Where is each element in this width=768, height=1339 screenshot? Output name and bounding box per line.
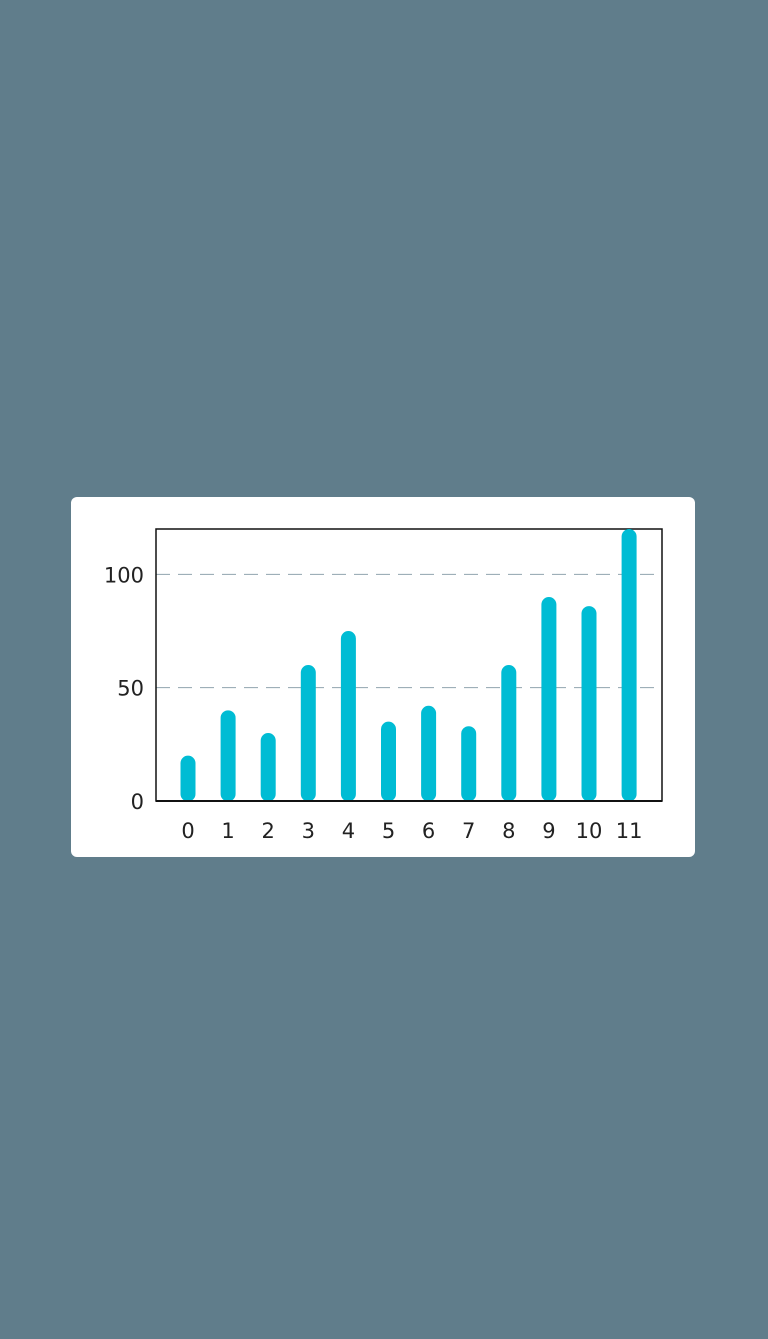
y-tick-label: 0 (131, 790, 144, 814)
bar-chart: 0 50 100 0 1 2 3 4 5 6 7 8 9 10 11 (104, 528, 663, 843)
x-tick-label: 5 (382, 819, 395, 843)
bar (180, 755, 196, 802)
x-tick-label: 10 (576, 819, 603, 843)
x-tick-label: 3 (302, 819, 315, 843)
bar (300, 665, 316, 802)
bar (381, 721, 396, 802)
x-tick-label: 0 (181, 819, 194, 843)
bar (541, 597, 557, 802)
bar (340, 631, 356, 802)
y-tick-label: 100 (104, 563, 144, 587)
bar (461, 726, 477, 802)
bar (501, 665, 517, 802)
bar (581, 606, 597, 802)
x-tick-label: 6 (422, 819, 435, 843)
bar (621, 529, 637, 802)
chart-card: 0 50 100 0 1 2 3 4 5 6 7 8 9 10 11 (71, 497, 695, 857)
x-tick-label: 8 (502, 819, 515, 843)
bar (220, 710, 236, 802)
x-tick-label: 11 (616, 819, 643, 843)
x-tick-label: 7 (462, 819, 475, 843)
bar (260, 733, 276, 802)
x-tick-label: 1 (221, 819, 234, 843)
x-tick-label: 2 (262, 819, 275, 843)
bar (421, 705, 437, 802)
y-tick-label: 50 (117, 677, 144, 701)
x-tick-label: 4 (342, 819, 355, 843)
x-tick-label: 9 (542, 819, 555, 843)
